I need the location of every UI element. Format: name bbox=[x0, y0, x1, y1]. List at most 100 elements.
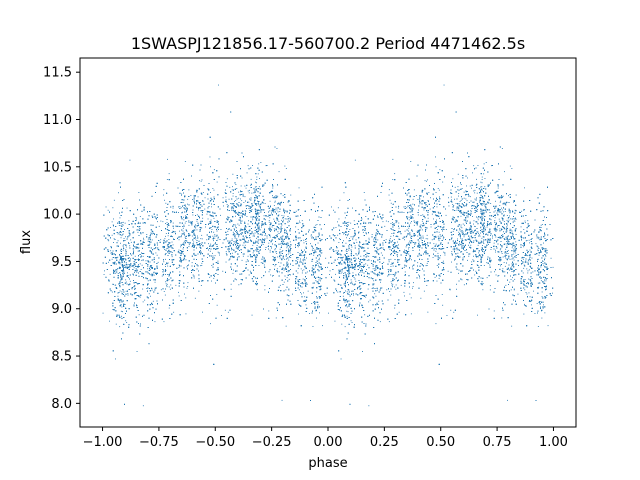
data-point bbox=[552, 292, 553, 294]
data-point bbox=[500, 256, 502, 258]
data-point bbox=[463, 248, 464, 250]
data-point bbox=[110, 227, 111, 228]
data-point bbox=[232, 186, 233, 188]
data-point bbox=[312, 286, 314, 288]
data-point bbox=[318, 257, 320, 259]
data-point bbox=[375, 269, 377, 271]
data-point bbox=[532, 271, 534, 273]
data-point bbox=[506, 215, 508, 216]
data-point bbox=[545, 251, 547, 253]
data-point bbox=[128, 220, 130, 222]
data-point bbox=[397, 241, 398, 243]
data-point bbox=[394, 243, 395, 245]
data-point bbox=[130, 241, 132, 243]
data-point bbox=[468, 255, 470, 257]
data-point bbox=[383, 261, 385, 263]
data-point bbox=[164, 199, 165, 201]
data-point bbox=[200, 265, 202, 267]
data-point bbox=[436, 219, 437, 221]
data-point bbox=[194, 245, 196, 246]
data-point bbox=[178, 291, 179, 293]
data-point bbox=[424, 180, 426, 182]
data-point bbox=[186, 266, 188, 268]
data-point bbox=[346, 291, 348, 293]
data-point bbox=[435, 250, 437, 252]
data-point bbox=[348, 289, 350, 291]
data-point bbox=[224, 309, 226, 311]
data-point bbox=[255, 186, 257, 188]
data-point bbox=[541, 291, 543, 293]
data-point bbox=[140, 269, 142, 270]
data-point bbox=[412, 286, 414, 287]
data-point bbox=[455, 246, 456, 247]
data-point bbox=[414, 222, 415, 223]
data-point bbox=[418, 243, 420, 245]
data-point bbox=[396, 247, 398, 248]
data-point bbox=[510, 279, 512, 280]
data-point bbox=[268, 221, 270, 223]
data-point bbox=[379, 321, 381, 323]
data-point bbox=[413, 224, 415, 226]
data-point bbox=[433, 243, 435, 245]
data-point bbox=[464, 224, 465, 226]
data-point bbox=[483, 227, 485, 229]
data-point bbox=[503, 238, 505, 239]
data-point bbox=[254, 235, 255, 237]
data-point bbox=[362, 231, 364, 233]
data-point bbox=[409, 205, 410, 206]
data-point bbox=[133, 305, 135, 307]
data-point bbox=[246, 172, 248, 174]
data-point bbox=[102, 312, 104, 314]
data-point bbox=[263, 240, 265, 242]
data-point bbox=[238, 236, 240, 238]
data-point bbox=[483, 265, 485, 266]
data-point bbox=[361, 292, 363, 293]
data-point bbox=[280, 236, 281, 238]
data-point bbox=[265, 219, 266, 221]
data-point bbox=[396, 221, 398, 223]
data-point bbox=[344, 315, 346, 317]
data-point bbox=[283, 219, 284, 221]
data-point bbox=[436, 280, 438, 282]
data-point bbox=[438, 189, 440, 191]
data-point bbox=[290, 257, 292, 258]
data-point bbox=[165, 281, 167, 283]
data-point bbox=[474, 274, 476, 276]
data-point bbox=[301, 293, 302, 295]
data-point bbox=[546, 278, 548, 279]
data-point bbox=[414, 244, 416, 246]
data-point bbox=[474, 198, 476, 200]
data-point bbox=[425, 204, 427, 206]
data-point bbox=[350, 279, 352, 281]
data-point bbox=[299, 222, 301, 224]
data-point bbox=[340, 284, 341, 286]
data-point bbox=[495, 200, 496, 202]
data-point bbox=[344, 232, 345, 234]
data-point bbox=[394, 230, 396, 231]
data-point bbox=[151, 252, 152, 254]
data-point bbox=[457, 238, 458, 240]
data-point bbox=[522, 272, 524, 274]
data-point bbox=[233, 269, 234, 271]
data-point bbox=[163, 261, 165, 263]
data-point bbox=[523, 279, 524, 281]
data-point bbox=[124, 265, 126, 267]
data-point bbox=[281, 245, 282, 247]
data-point bbox=[334, 320, 336, 322]
data-point bbox=[456, 209, 458, 211]
data-point bbox=[288, 289, 290, 291]
data-point bbox=[151, 251, 153, 253]
data-point bbox=[457, 189, 459, 191]
data-point bbox=[453, 219, 454, 221]
data-point bbox=[419, 245, 421, 246]
data-point bbox=[190, 195, 192, 196]
data-point bbox=[310, 235, 312, 237]
data-point bbox=[236, 232, 237, 234]
data-point bbox=[183, 224, 185, 226]
data-point bbox=[540, 280, 542, 282]
data-point bbox=[121, 315, 122, 317]
data-point bbox=[228, 217, 229, 219]
data-point bbox=[122, 273, 123, 275]
data-point bbox=[246, 216, 248, 217]
data-point bbox=[350, 267, 352, 269]
